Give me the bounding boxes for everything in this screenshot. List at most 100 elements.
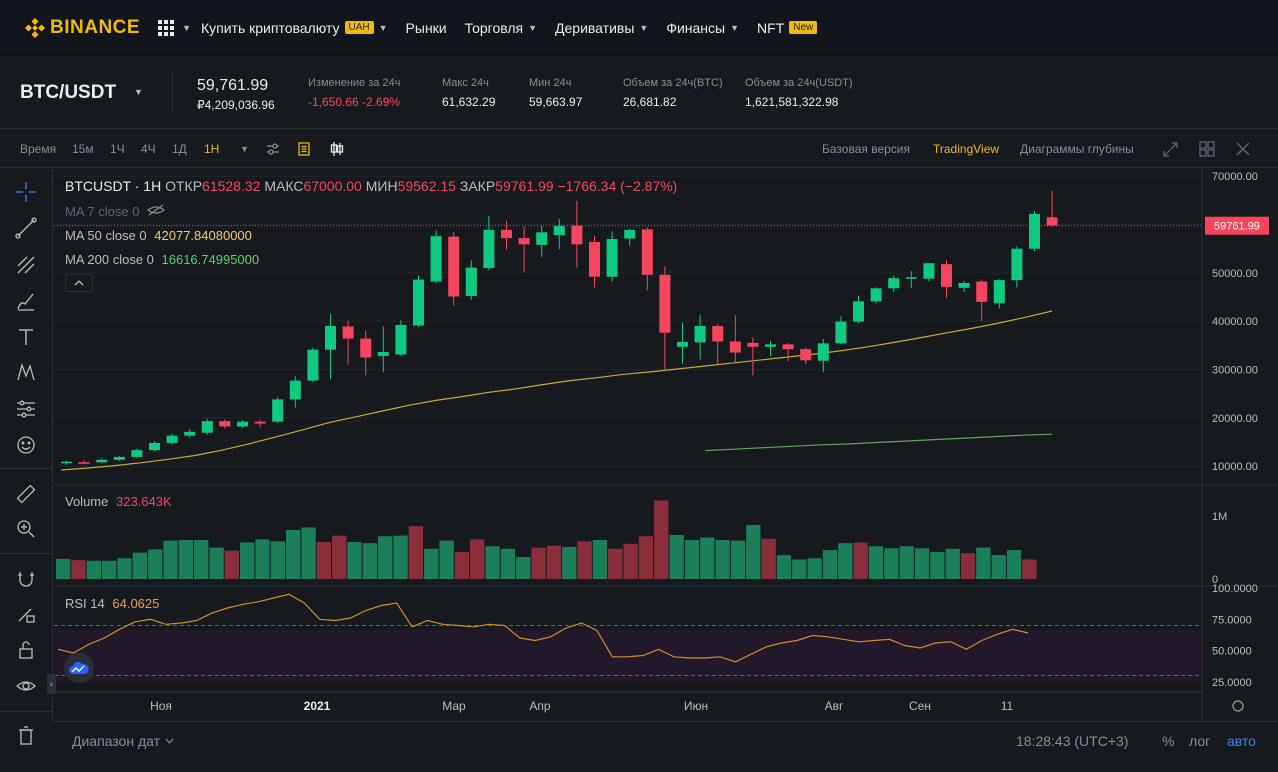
interval-1w-active[interactable]: 1Н	[204, 142, 220, 156]
interval-15m[interactable]: 15м	[72, 142, 94, 156]
nav-item-label: Купить криптовалюту	[200, 19, 340, 36]
lock-tool[interactable]	[12, 636, 40, 664]
text-icon	[19, 329, 33, 345]
volume-bar	[71, 560, 86, 579]
indicators-icon[interactable]	[297, 142, 311, 156]
ma200-legend[interactable]: MA 200 close 0 16616.74995000	[65, 252, 259, 267]
date-range-button[interactable]: Диапазон дат	[72, 733, 174, 749]
text-tool[interactable]	[12, 323, 40, 351]
candle-body	[941, 264, 952, 287]
emoji-tool[interactable]	[12, 431, 40, 459]
nav-nft[interactable]: NFT New	[757, 20, 818, 36]
interval-dropdown-icon[interactable]: ▼	[240, 144, 249, 154]
high-value: 67000.00	[303, 178, 362, 194]
close-icon[interactable]	[1236, 142, 1250, 156]
trendline-tool[interactable]	[12, 214, 40, 242]
apps-menu[interactable]: ▼	[158, 19, 191, 36]
ma200-line	[705, 433, 1053, 452]
volume-bar	[286, 529, 301, 579]
candle-body	[976, 281, 988, 302]
volume-bar	[209, 547, 224, 579]
nav-finance[interactable]: Финансы ▼	[666, 20, 739, 36]
trading-pair[interactable]: BTC/USDT	[20, 82, 117, 103]
interval-1h[interactable]: 1Ч	[110, 142, 125, 156]
view-tradingview-link[interactable]: TradingView	[933, 142, 1000, 156]
ma50-legend[interactable]: MA 50 close 0 42077.84080000	[65, 228, 252, 243]
rsi-legend: RSI 14 64.0625	[65, 596, 159, 611]
nav-trade[interactable]: Торговля ▼	[465, 20, 537, 36]
volume-bar	[362, 543, 378, 579]
auto-toggle[interactable]: авто	[1227, 733, 1256, 749]
volume-bar	[761, 538, 776, 579]
layout-grid-icon[interactable]	[1199, 141, 1215, 157]
crosshair-icon	[16, 182, 36, 202]
settings-sliders-icon[interactable]	[266, 142, 280, 156]
volume-bar	[424, 548, 439, 579]
toolbar-toggle[interactable]: ‹	[47, 674, 56, 694]
chart-canvas[interactable]: 70000.0060000.0050000.0040000.0030000.00…	[54, 169, 1278, 721]
last-price: 59,761.99	[197, 77, 269, 94]
trendline-icon	[15, 217, 37, 239]
ma50-line	[61, 310, 1053, 471]
stat-high: Макс 24ч 61,632.29	[442, 77, 495, 109]
measure-tool[interactable]	[12, 480, 40, 508]
crosshair-tool[interactable]	[12, 178, 40, 206]
interval-4h[interactable]: 4Ч	[141, 142, 156, 156]
prediction-tool[interactable]	[12, 395, 40, 423]
brush-tool[interactable]	[12, 287, 40, 315]
time-axis[interactable]: Ноя 2021 Мар Апр Июн Авг Сен 11	[54, 691, 1202, 713]
tradingview-logo[interactable]	[64, 653, 94, 683]
price-tick-label: 70000.00	[1212, 171, 1258, 183]
volume-bar	[485, 546, 500, 579]
volume-bar	[347, 541, 362, 579]
log-toggle[interactable]: лог	[1189, 733, 1211, 749]
fib-tool[interactable]	[12, 251, 40, 279]
candle-body	[571, 225, 583, 245]
settings-button[interactable]	[1232, 700, 1244, 712]
price-tick-label: 10000.00	[1212, 461, 1258, 473]
ma7-legend[interactable]: MA 7 close 0	[65, 204, 166, 219]
chevron-down-icon: ▼	[378, 22, 388, 33]
candles-type-icon[interactable]	[329, 141, 345, 157]
delete-drawings-tool[interactable]	[12, 722, 40, 750]
eye-hidden-icon[interactable]	[147, 204, 166, 216]
stay-drawing-tool[interactable]	[12, 600, 40, 628]
stat-value: 26,681.82	[623, 95, 677, 109]
volume-bar	[86, 560, 102, 579]
nav-derivatives[interactable]: Деривативы ▼	[555, 20, 648, 36]
nav-buy-crypto[interactable]: Купить криптовалюту UAH ▼	[201, 20, 388, 36]
interval-1d[interactable]: 1Д	[172, 142, 187, 156]
view-basic-link[interactable]: Базовая версия	[822, 142, 910, 156]
fullscreen-icon[interactable]	[1163, 142, 1178, 157]
volume-bar	[853, 542, 868, 579]
price-axis[interactable]: 70000.0060000.0050000.0040000.0030000.00…	[1212, 171, 1258, 689]
volume-bar	[608, 548, 623, 579]
magnet-tool[interactable]	[12, 565, 40, 593]
pair-dropdown-icon[interactable]: ▼	[134, 87, 143, 97]
collapse-legend-button[interactable]	[65, 274, 93, 292]
candle-body	[289, 380, 301, 400]
candle-body	[905, 277, 917, 279]
time-tick-label: 2021	[304, 699, 331, 713]
candle-body	[589, 241, 600, 277]
volume-bar	[240, 542, 255, 579]
candle-body	[536, 232, 548, 245]
zoom-tool[interactable]	[12, 515, 40, 543]
candle-body	[166, 435, 178, 443]
binance-logo[interactable]: BINANCE	[24, 17, 140, 39]
volume-bar	[838, 543, 853, 579]
volume-bars	[56, 500, 1037, 579]
visibility-tool[interactable]	[12, 672, 40, 700]
nav-markets[interactable]: Рынки	[406, 20, 447, 36]
unlock-icon	[19, 641, 33, 659]
clock[interactable]: 18:28:43 (UTC+3)	[1016, 733, 1129, 749]
smiley-icon	[17, 436, 35, 454]
volume-bar	[102, 560, 117, 579]
percent-toggle[interactable]: %	[1162, 733, 1175, 749]
candle-body	[747, 342, 759, 347]
candle-body	[1011, 248, 1023, 281]
candle-body	[641, 229, 653, 275]
pattern-tool[interactable]	[12, 358, 40, 386]
chart-area[interactable]: 70000.0060000.0050000.0040000.0030000.00…	[47, 169, 1278, 721]
view-depth-link[interactable]: Диаграммы глубины	[1020, 142, 1134, 156]
